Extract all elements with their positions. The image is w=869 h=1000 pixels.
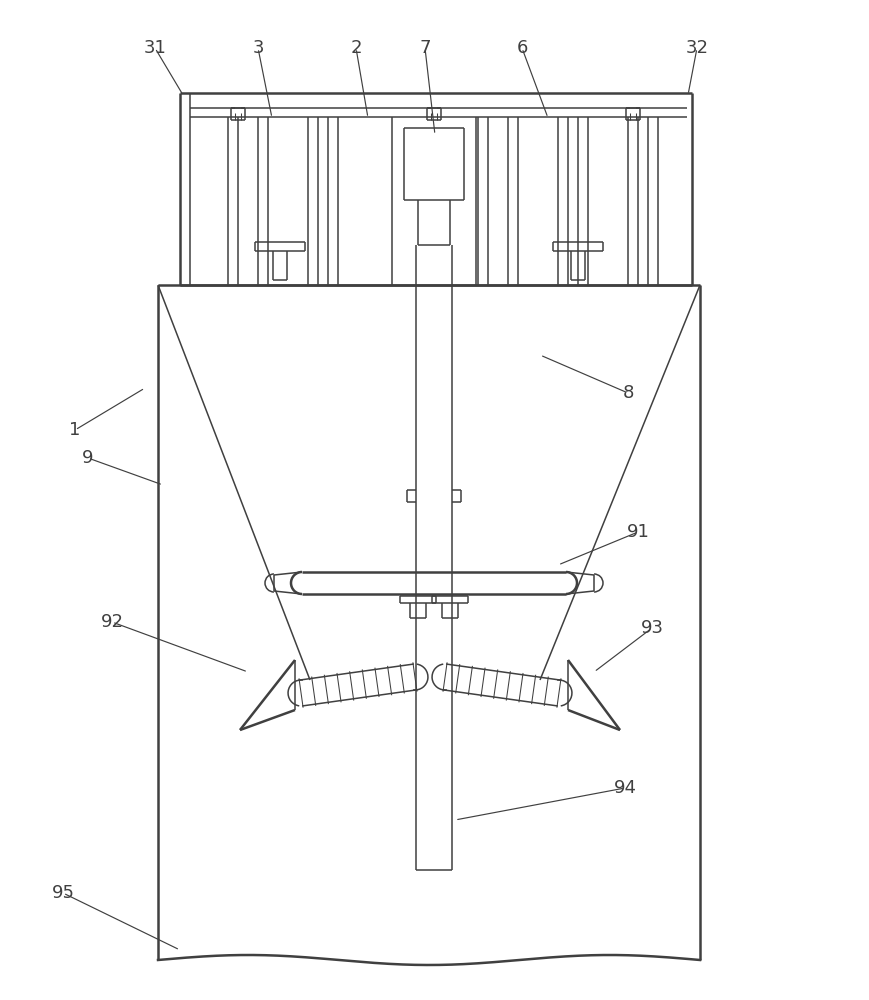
- Text: 8: 8: [622, 384, 634, 402]
- Text: 9: 9: [83, 449, 94, 467]
- Text: 2: 2: [350, 39, 362, 57]
- Text: 92: 92: [101, 613, 123, 631]
- Text: 94: 94: [614, 779, 636, 797]
- Text: 93: 93: [640, 619, 664, 637]
- Text: 95: 95: [51, 884, 75, 902]
- Text: 1: 1: [70, 421, 81, 439]
- Text: 32: 32: [686, 39, 708, 57]
- Text: 91: 91: [627, 523, 649, 541]
- Text: 3: 3: [252, 39, 264, 57]
- Text: 6: 6: [516, 39, 527, 57]
- Text: 7: 7: [419, 39, 431, 57]
- Text: 31: 31: [143, 39, 167, 57]
